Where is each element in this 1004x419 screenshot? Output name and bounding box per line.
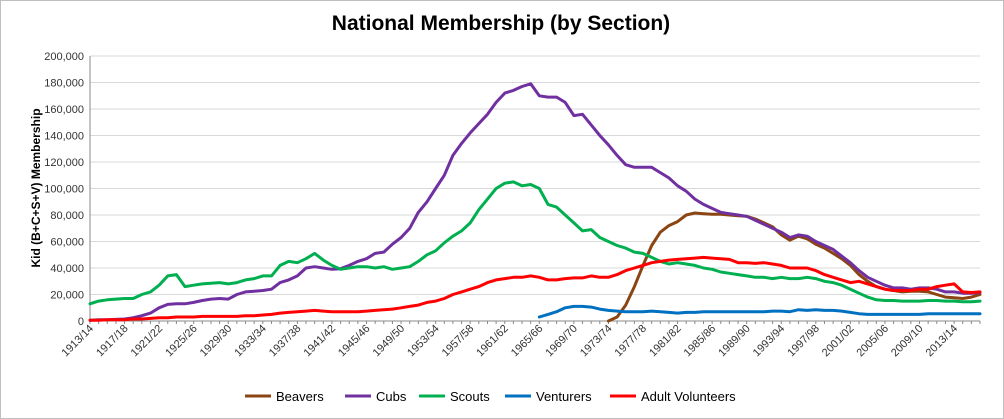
- series-line-adult-volunteers: [88, 255, 982, 322]
- x-tick-label: 1917/18: [94, 323, 131, 360]
- x-tick-label: 1949/50: [371, 323, 408, 360]
- y-tick-label: 20,000: [50, 290, 84, 302]
- x-tick-label: 1997/98: [785, 323, 822, 360]
- x-tick-label: 1945/46: [336, 323, 373, 360]
- y-tick-label: 100,000: [44, 184, 84, 196]
- axes: [89, 56, 981, 324]
- x-tick-label: 1961/62: [474, 323, 511, 360]
- legend-label-cubs: Cubs: [376, 389, 407, 404]
- x-tick-label: 1941/42: [301, 323, 338, 360]
- y-tick-label: 140,000: [44, 131, 84, 143]
- y-tick-labels: 0 20,000 40,000 60,000 80,000 100,000 120,000 1…: [44, 51, 84, 328]
- x-tick-label: 1981/82: [647, 323, 684, 360]
- x-tick-label: 1913/14: [60, 323, 97, 360]
- x-tick-label: 1977/78: [613, 323, 650, 360]
- series-lines: [88, 82, 982, 323]
- x-tick-label: 1993/94: [751, 323, 788, 360]
- x-tick-label: 1937/38: [267, 323, 304, 360]
- x-tick-label: 1957/58: [440, 323, 477, 360]
- series-line-scouts: [88, 180, 982, 306]
- x-tick-label: 1929/30: [198, 323, 235, 360]
- series-line-beavers: [606, 211, 982, 323]
- x-tick-label: 1925/26: [163, 323, 200, 360]
- y-tick-label: 180,000: [44, 78, 84, 90]
- series-line-cubs: [88, 82, 982, 322]
- x-tick-label: 1973/74: [578, 323, 615, 360]
- chart-title: National Membership (by Section): [332, 12, 670, 35]
- y-tick-label: 60,000: [50, 237, 84, 249]
- x-tick-label: 2009/10: [889, 323, 926, 360]
- series-line-venturers: [537, 304, 982, 319]
- y-axis-title: Kid (B+C+S+V) Membership: [29, 108, 43, 267]
- legend-label-scouts: Scouts: [450, 389, 490, 404]
- y-tick-label: 40,000: [50, 263, 84, 275]
- x-tick-label: 1965/66: [509, 323, 546, 360]
- x-tick-label: 1921/22: [129, 323, 166, 360]
- legend: Beavers Cubs Scouts Venturers Adult Voluntee…: [245, 389, 736, 404]
- legend-label-venturers: Venturers: [536, 389, 592, 404]
- legend-label-adult-volunteers: Adult Volunteers: [641, 389, 736, 404]
- x-tick-label: 2005/06: [854, 323, 891, 360]
- legend-label-beavers: Beavers: [276, 389, 324, 404]
- x-tick-label: 1953/54: [405, 323, 442, 360]
- x-tick-label: 1989/90: [716, 323, 753, 360]
- x-tick-label: 2013/14: [924, 323, 961, 360]
- x-tick-label: 1985/86: [682, 323, 719, 360]
- x-tick-label: 1969/70: [543, 323, 580, 360]
- x-tick-label: 2001/02: [820, 323, 857, 360]
- y-tick-label: 200,000: [44, 51, 84, 63]
- y-tick-label: 80,000: [50, 210, 84, 222]
- x-tick-labels: 1913/141917/181921/221925/261929/301933/…: [60, 323, 961, 360]
- y-tick-label: 160,000: [44, 104, 84, 116]
- y-tick-label: 0: [78, 316, 84, 328]
- x-tick-label: 1933/34: [232, 323, 269, 360]
- y-tick-label: 120,000: [44, 157, 84, 169]
